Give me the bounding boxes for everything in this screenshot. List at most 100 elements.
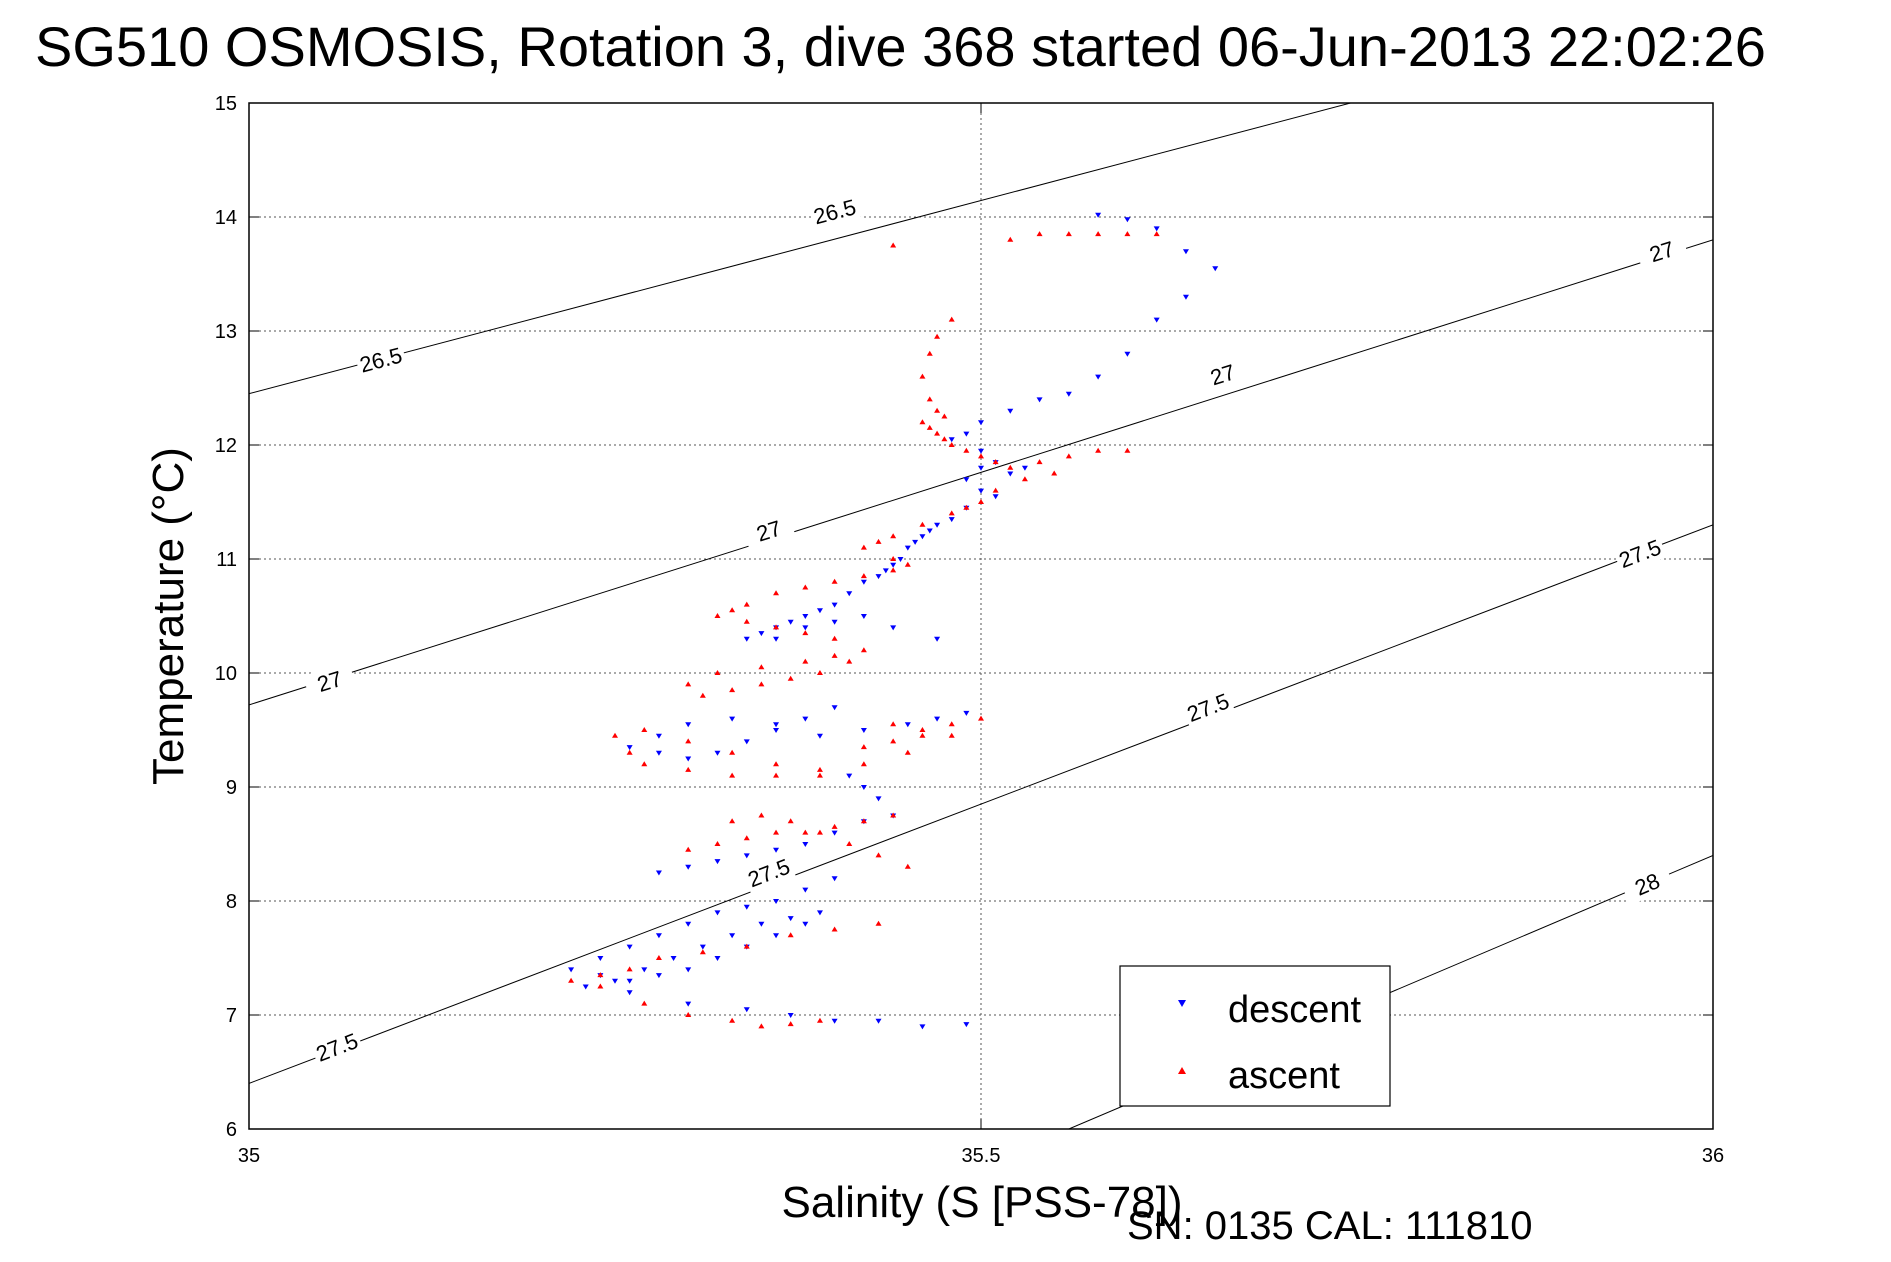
ascent-point — [758, 664, 765, 670]
descent-point — [926, 528, 933, 534]
ascent-point — [992, 487, 999, 493]
contour-label: 27.5 — [1180, 686, 1235, 728]
ascent-point — [743, 835, 750, 841]
ascent-point — [890, 738, 897, 744]
contour-label-bg — [741, 510, 796, 551]
ascent-point — [787, 818, 794, 824]
x-tick-label: 36 — [1702, 1145, 1724, 1167]
descent-point — [948, 437, 955, 443]
descent-point — [860, 579, 867, 585]
ascent-point — [978, 453, 984, 459]
ascent-point — [919, 727, 926, 732]
legend-ascent-marker — [1178, 1067, 1186, 1074]
descent-point — [831, 876, 838, 882]
descent-point — [743, 739, 750, 745]
contour-label-text: 27.5 — [744, 854, 793, 893]
y-tick-label: 12 — [215, 435, 237, 457]
ascent-point — [1036, 459, 1043, 465]
ascent-point — [948, 510, 955, 516]
descent-point — [743, 1007, 750, 1013]
contour-label-bg — [354, 340, 408, 379]
descent-point — [816, 608, 823, 614]
descent-point — [890, 625, 897, 631]
descent-point — [743, 853, 750, 859]
descent-point — [758, 921, 765, 927]
descent-point — [714, 956, 721, 961]
descent-point — [1153, 317, 1160, 323]
descent-point — [1065, 391, 1072, 397]
descent-point — [948, 517, 955, 523]
ascent-point — [875, 538, 882, 544]
descent-point — [1182, 249, 1189, 255]
descent-point — [1036, 397, 1043, 403]
ascent-point — [890, 812, 897, 818]
descent-point — [816, 733, 823, 739]
descent-point — [685, 1001, 692, 1007]
ascent-point — [890, 533, 897, 539]
ascent-point — [787, 675, 794, 681]
serial-calibration-text: SN: 0135 CAL: 111810 — [1127, 1204, 1533, 1248]
ascent-point — [875, 852, 882, 858]
ascent-point — [612, 732, 618, 738]
y-tick-label: 8 — [226, 891, 237, 913]
ascent-point — [948, 442, 955, 447]
descent-point — [773, 933, 780, 939]
descent-point — [802, 614, 809, 619]
descent-point — [1021, 465, 1028, 471]
descent-point — [860, 785, 867, 790]
density-contour-27 — [249, 239, 1713, 706]
y-tick-label: 13 — [215, 321, 237, 343]
ascent-point — [919, 419, 926, 425]
ascent-point — [1021, 476, 1028, 482]
descent-point — [670, 956, 677, 961]
ascent-point — [597, 972, 604, 978]
descent-point — [802, 625, 809, 631]
descent-point — [934, 522, 941, 528]
contour-label-bg — [808, 192, 862, 230]
grid — [249, 103, 1713, 1129]
ascent-point — [926, 396, 933, 402]
ascent-point — [597, 983, 604, 989]
descent-point — [846, 591, 853, 597]
ascent-point — [699, 692, 706, 698]
contour-label: 27 — [1195, 354, 1250, 394]
ascent-point — [1124, 231, 1131, 237]
descent-point — [773, 722, 780, 728]
ascent-point — [743, 943, 750, 949]
ascent-point — [773, 590, 780, 596]
descent-point — [802, 842, 809, 847]
contour-label-bg — [1180, 686, 1235, 728]
ascent-point — [860, 761, 867, 767]
descent-point — [714, 910, 721, 916]
descent-point — [699, 944, 706, 950]
density-contour-26.5 — [249, 103, 1353, 395]
descent-point — [875, 796, 882, 802]
ascent-point — [904, 863, 911, 869]
descent-point — [1095, 374, 1102, 380]
contour-label: 27 — [1634, 231, 1689, 271]
descent-point — [963, 710, 970, 716]
descent-point — [655, 733, 662, 739]
contour-label: 28 — [1619, 862, 1675, 906]
contour-label-bg — [302, 661, 357, 701]
y-tick-label: 9 — [226, 777, 237, 799]
x-tick-label: 35 — [238, 1145, 260, 1167]
ascent-point — [890, 567, 897, 573]
descent-point — [912, 539, 919, 545]
ascent-point — [831, 578, 838, 584]
ascent-point — [978, 499, 984, 504]
descent-point — [897, 557, 904, 562]
ascent-point — [729, 818, 736, 824]
x-tick-label: 35.5 — [962, 1145, 1001, 1167]
descent-point — [626, 990, 633, 996]
descent-point — [978, 420, 984, 426]
descent-point — [802, 887, 809, 893]
descent-point — [890, 562, 897, 568]
ascent-point — [941, 413, 948, 419]
ascent-point — [685, 766, 692, 772]
descent-point — [860, 614, 867, 619]
descent-point — [743, 904, 750, 910]
ascent-point — [1065, 453, 1072, 459]
ascent-point — [992, 459, 999, 465]
ascent-point — [685, 681, 692, 687]
